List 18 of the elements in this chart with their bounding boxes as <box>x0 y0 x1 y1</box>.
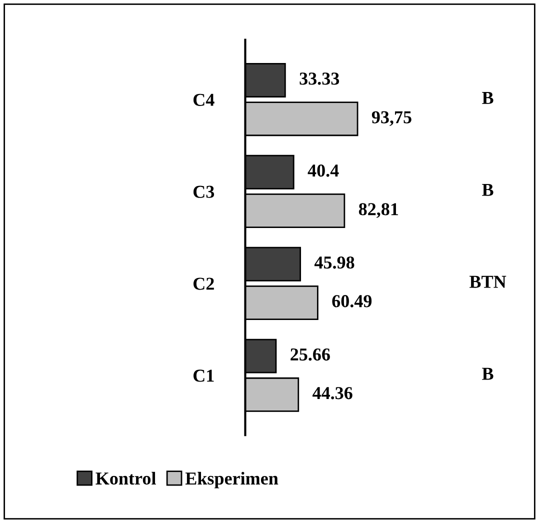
data-label: 93,75 <box>372 111 412 126</box>
data-label: 60.49 <box>332 295 372 308</box>
data-label: 25.66 <box>290 348 330 361</box>
data-label: 82,81 <box>358 203 398 218</box>
y-tick-label: C1 <box>194 370 214 382</box>
data-label: 45.98 <box>314 256 354 269</box>
y-tick-label: C4 <box>194 94 214 106</box>
data-label: 44.36 <box>312 387 352 400</box>
text: B <box>482 184 494 196</box>
data-label: 33.33 <box>300 72 340 85</box>
text: B <box>482 92 494 104</box>
legend-label: Eksperimen <box>185 472 278 488</box>
data-label: 40.4 <box>308 164 339 177</box>
legend-label: Kontrol <box>96 472 156 485</box>
text: BTN <box>470 276 506 288</box>
y-tick-label: C2 <box>194 278 214 290</box>
y-tick-label: C3 <box>194 186 214 198</box>
text: B <box>482 368 494 380</box>
